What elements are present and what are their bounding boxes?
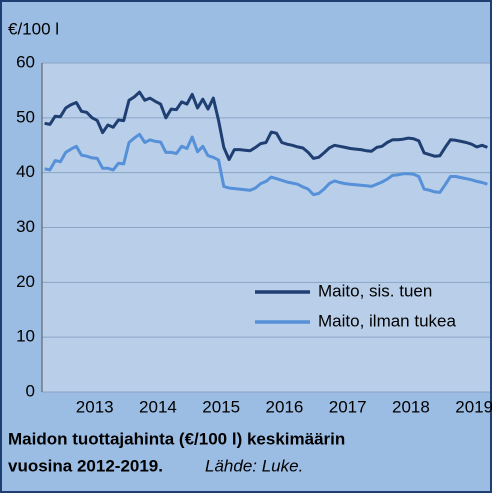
x-tick-label: 2014 <box>139 397 177 416</box>
caption: Maidon tuottajahinta (€/100 l) keskimäär… <box>8 429 345 448</box>
y-tick-label: 20 <box>16 272 35 291</box>
y-tick-label: 10 <box>16 327 35 346</box>
x-tick-label: 2019 <box>455 397 492 416</box>
legend-label: Maito, sis. tuen <box>318 281 432 300</box>
y-tick-label: 60 <box>16 52 35 71</box>
x-tick-label: 2018 <box>392 397 430 416</box>
series-line <box>44 132 488 197</box>
y-axis-title: €/100 l <box>8 19 59 38</box>
y-tick-label: 40 <box>16 162 35 181</box>
legend-label: Maito, ilman tukea <box>318 311 456 330</box>
y-tick-label: 50 <box>16 107 35 126</box>
caption: vuosina 2012-2019. <box>8 456 163 475</box>
x-tick-label: 2017 <box>329 397 367 416</box>
y-tick-label: 30 <box>16 217 35 236</box>
x-tick-label: 2013 <box>76 397 114 416</box>
series-line <box>44 90 488 161</box>
y-tick-label: 0 <box>26 381 35 400</box>
source: Lähde: Luke. <box>205 456 303 475</box>
x-tick-label: 2015 <box>202 397 240 416</box>
x-tick-label: 2016 <box>266 397 304 416</box>
